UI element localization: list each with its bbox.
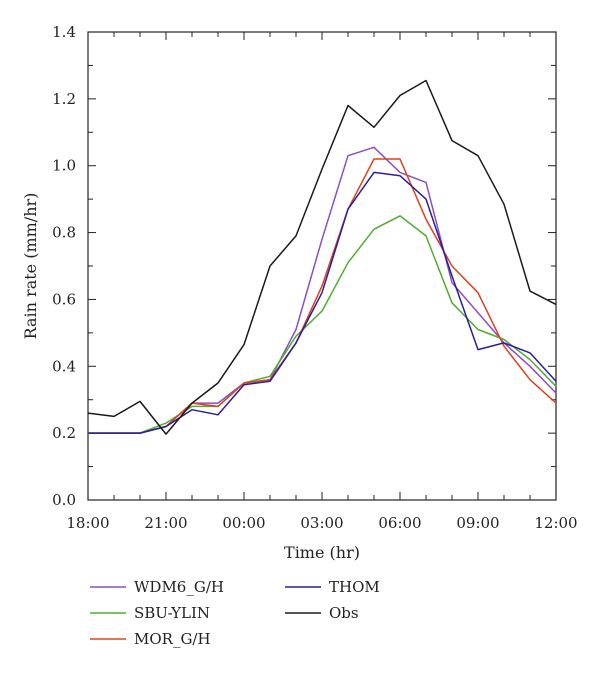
x-tick-label: 03:00 (300, 514, 343, 532)
plot-frame (87, 31, 557, 501)
series-line-sbu-ylin (88, 215, 557, 434)
tick-labels: 18:00 21:00 00:00 03:00 06:00 09:00 12:00 0.0 0.… (52, 23, 577, 532)
y-tick-label: 0.8 (52, 224, 76, 242)
plot-area (87, 31, 557, 501)
legend-label-sbu-ylin: SBU-YLIN (134, 604, 210, 622)
axis-ticks (87, 31, 557, 501)
x-tick-label: 00:00 (222, 514, 265, 532)
series-lines (87, 79, 557, 435)
y-tick-label: 0.0 (52, 491, 76, 509)
y-axis-title: Rain rate (mm/hr) (21, 193, 40, 340)
y-tick-label: 1.2 (52, 90, 76, 108)
y-tick-label: 0.2 (52, 424, 76, 442)
legend-label-obs: Obs (329, 604, 359, 622)
x-tick-label: 18:00 (66, 514, 109, 532)
series-line-mor-g-h (88, 158, 557, 434)
x-tick-label: 21:00 (144, 514, 187, 532)
x-tick-label: 09:00 (456, 514, 499, 532)
legend-label-wdm6-g-h: WDM6_G/H (134, 578, 224, 596)
y-tick-label: 0.4 (52, 357, 76, 375)
legend: WDM6_G/H SBU-YLIN MOR_G/H THOM Obs (90, 578, 380, 648)
y-tick-label: 1.4 (52, 23, 76, 41)
x-tick-label: 12:00 (534, 514, 577, 532)
series-line-thom (88, 171, 557, 434)
x-tick-label: 06:00 (378, 514, 421, 532)
legend-label-mor-g-h: MOR_G/H (134, 630, 211, 648)
series-line-obs (87, 79, 557, 435)
y-tick-label: 1.0 (52, 157, 76, 175)
x-axis-title: Time (hr) (284, 543, 360, 562)
legend-label-thom: THOM (329, 578, 380, 596)
y-tick-label: 0.6 (52, 290, 76, 308)
